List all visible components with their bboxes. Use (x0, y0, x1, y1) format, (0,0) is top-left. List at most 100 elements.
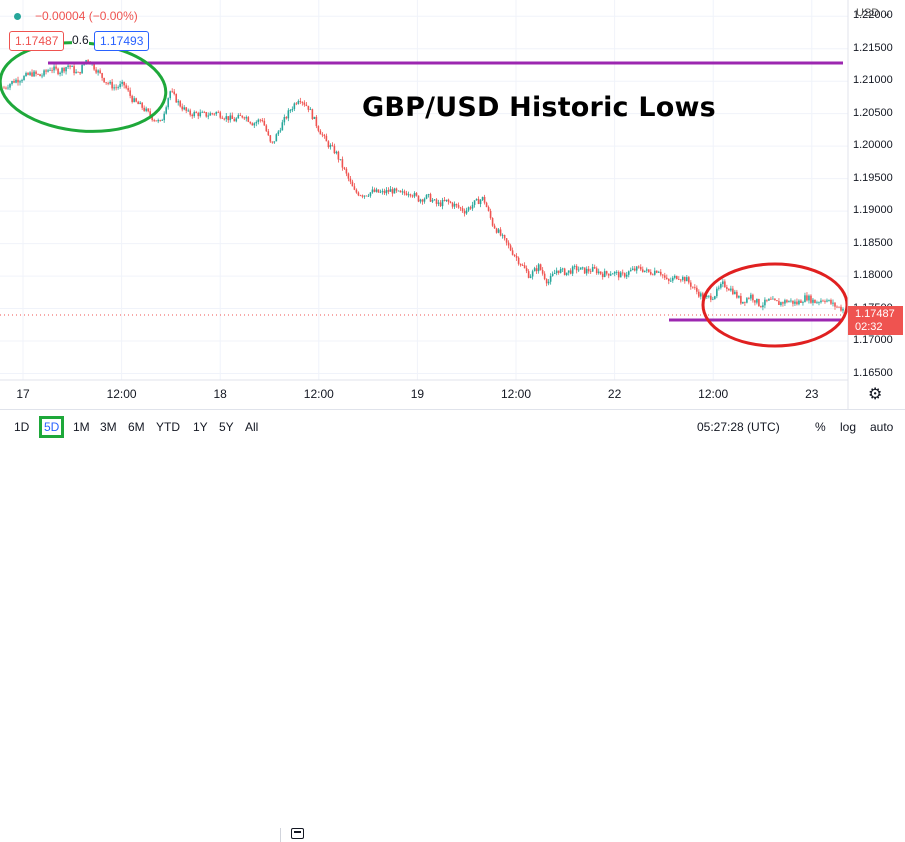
sell-price-button[interactable]: 1.17487 (9, 31, 65, 51)
candle-body (507, 242, 510, 246)
candle-body (724, 281, 726, 288)
auto-toggle[interactable]: auto (870, 420, 894, 434)
candle-body (141, 102, 143, 108)
candle-body (359, 195, 362, 197)
candle-body (237, 115, 240, 119)
candle-body (804, 295, 806, 303)
chart-grid (0, 0, 848, 380)
currency-label: USD (856, 7, 880, 19)
x-tick-label: 12:00 (500, 387, 532, 401)
range-all-button[interactable]: All (245, 420, 259, 434)
gear-icon[interactable]: ⚙ (868, 386, 883, 403)
candle-body (585, 268, 588, 274)
candle-body (497, 229, 500, 233)
range-3m-button[interactable]: 3M (100, 420, 117, 434)
candle-body (770, 298, 772, 300)
candle-body (766, 299, 768, 301)
candle-body (183, 107, 186, 110)
candle-body (720, 284, 722, 288)
candle-body (688, 277, 690, 283)
red-circle-annotation (701, 262, 849, 348)
utc-time[interactable]: 05:27:28 (UTC) (697, 420, 780, 434)
candle-body (740, 295, 742, 304)
candle-body (419, 199, 422, 202)
candle-body (193, 112, 196, 117)
range-6m-button[interactable]: 6M (128, 420, 145, 434)
candle-body (151, 116, 153, 121)
candle-body (67, 65, 69, 68)
range-ytd-button[interactable]: YTD (156, 420, 180, 434)
candle-body (722, 281, 724, 285)
candle-body (607, 273, 610, 276)
candle-body (475, 198, 478, 201)
candle-body (333, 145, 336, 154)
candle-body (451, 202, 454, 207)
range-1d-button[interactable]: 1D (14, 420, 30, 434)
candle-body (43, 70, 45, 76)
price-chart[interactable] (0, 0, 905, 441)
candle-body (808, 295, 810, 301)
candle-body (599, 271, 602, 274)
candle-body (157, 120, 159, 122)
candle-body (421, 199, 424, 202)
candle-body (583, 267, 586, 274)
candle-body (297, 101, 300, 104)
candle-body (401, 191, 404, 193)
candle-body (387, 190, 390, 192)
candle-body (473, 200, 476, 205)
candle-body (207, 115, 210, 117)
candle-body (503, 234, 506, 239)
candle-body (35, 71, 37, 74)
candle-body (643, 270, 646, 272)
candle-body (127, 88, 129, 91)
candle-body (513, 254, 516, 257)
candle-body (774, 298, 776, 301)
candle-body (742, 301, 744, 304)
candle-body (233, 118, 236, 122)
candle-body (205, 112, 208, 117)
candle-body (215, 112, 218, 115)
range-5d-button[interactable]: 5D (39, 416, 65, 438)
candle-body (517, 257, 520, 264)
candle-body (441, 199, 444, 207)
candle-body (698, 291, 700, 297)
percent-toggle[interactable]: % (815, 420, 826, 434)
candle-body (495, 228, 498, 233)
candle-body (637, 266, 640, 268)
candle-body (649, 271, 652, 275)
y-tick-label: 1.20500 (853, 106, 893, 119)
candle-body (760, 306, 762, 308)
candle-body (539, 264, 542, 270)
candle-body (279, 130, 282, 132)
candle-body (553, 273, 556, 274)
candle-body (714, 296, 716, 299)
candle-body (55, 66, 57, 69)
range-1m-button[interactable]: 1M (73, 420, 90, 434)
candle-body (291, 109, 294, 111)
candle-body (822, 300, 824, 302)
candle-body (509, 245, 512, 251)
candle-body (457, 205, 460, 208)
candle-body (337, 151, 340, 160)
range-5y-button[interactable]: 5Y (219, 420, 234, 434)
candle-body (639, 266, 642, 270)
candle-body (95, 69, 97, 73)
candle-body (403, 191, 406, 194)
candle-body (117, 87, 119, 88)
candle-body (577, 269, 580, 271)
candle-body (651, 274, 654, 276)
candle-body (547, 281, 550, 284)
candle-body (641, 269, 644, 272)
buy-price-button[interactable]: 1.17493 (94, 31, 150, 51)
log-toggle[interactable]: log (840, 420, 857, 434)
range-1y-button[interactable]: 1Y (193, 420, 208, 434)
currency-selector[interactable]: USD ⌄ (856, 6, 892, 19)
candle-body (173, 91, 176, 95)
candle-body (65, 67, 67, 72)
candle-body (115, 87, 117, 89)
candle-body (659, 271, 662, 275)
calendar-icon[interactable] (291, 828, 304, 839)
candle-body (521, 265, 524, 266)
candle-body (736, 291, 738, 298)
candle-body (433, 199, 436, 201)
